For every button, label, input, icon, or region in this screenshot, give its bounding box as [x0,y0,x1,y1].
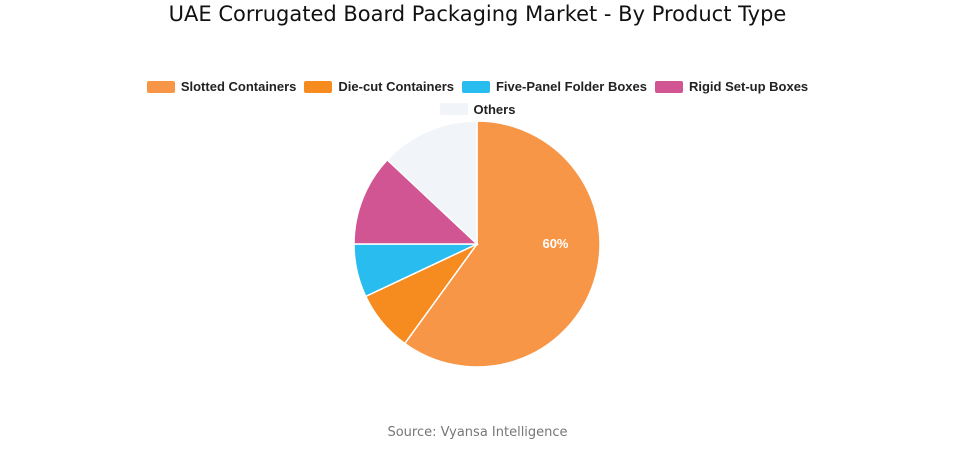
legend-swatch [304,80,333,93]
legend-item[interactable]: Others [439,99,516,120]
pie-slice-rigid-set-up-boxes[interactable] [353,158,479,245]
legend-swatch [439,103,468,115]
pie-slice-slotted-containers[interactable] [403,120,601,368]
legend-label: Slotted Containers [180,79,297,94]
legend-item[interactable]: Rigid Set-up Boxes [654,76,809,97]
data-label: 60% [542,236,568,251]
legend-item[interactable]: Slotted Containers [146,76,297,97]
legend-swatch [146,80,175,93]
legend-swatch [654,80,683,93]
source-note: Source: Vyansa Intelligence [387,425,568,440]
legend-label: Rigid Set-up Boxes [688,79,809,94]
chart-title: UAE Corrugated Board Packaging Market - … [168,2,787,26]
legend-label: Five-Panel Folder Boxes [495,79,647,94]
legend: Slotted Containers Die-cut Containers Five… [120,76,835,121]
legend-label: Others [473,101,516,117]
legend-item[interactable]: Die-cut Containers [304,76,454,97]
legend-label: Die-cut Containers [338,79,454,94]
pie-slice-others[interactable] [386,120,478,246]
legend-item[interactable]: Five-Panel Folder Boxes [461,76,647,97]
legend-swatch [461,80,490,93]
